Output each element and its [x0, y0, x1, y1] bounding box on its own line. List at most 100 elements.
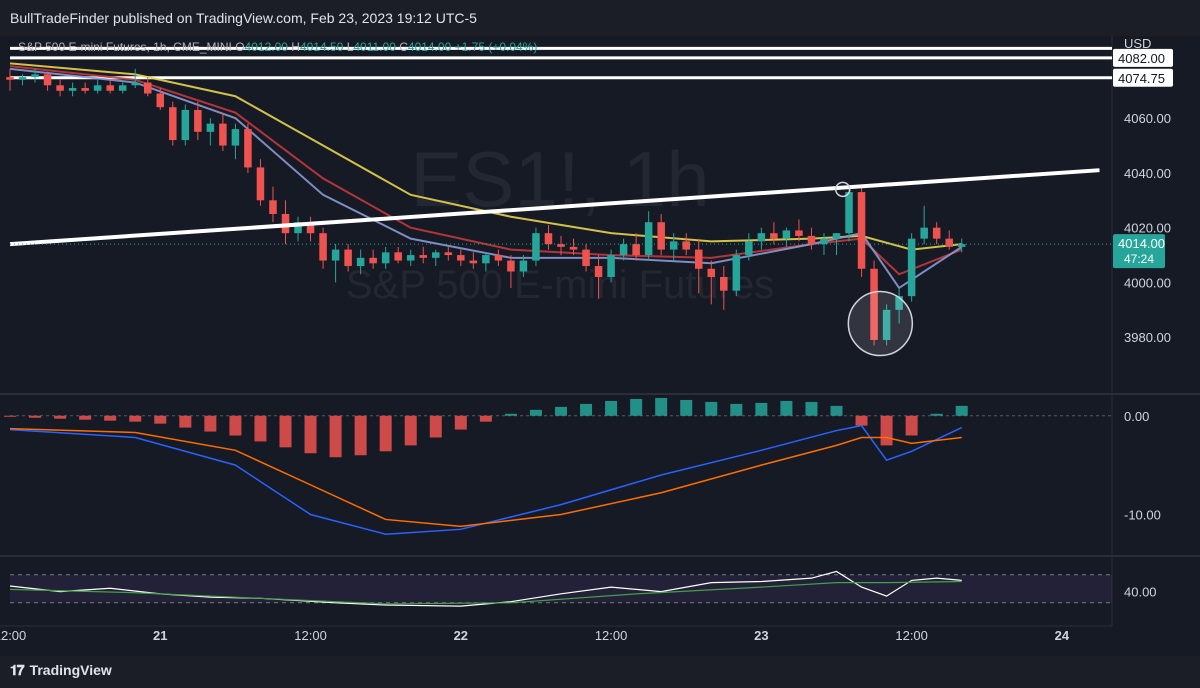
macd-histogram-bar	[229, 415, 242, 436]
candle-body	[169, 107, 177, 141]
macd-histogram-bar	[504, 413, 517, 416]
macd-histogram-bar	[830, 405, 843, 416]
watermark-ticker: ES1!, 1h	[410, 135, 709, 223]
macd-histogram-bar	[354, 415, 367, 456]
macd-histogram-bar	[404, 415, 417, 446]
candle-body	[870, 268, 878, 340]
candle-body	[832, 233, 841, 239]
candle-body	[482, 255, 490, 264]
tradingview-logo-icon: 𝟏𝟕	[10, 662, 25, 678]
candle-body	[394, 252, 402, 261]
legend-open-value: 4012.00	[244, 40, 288, 54]
candle-body	[845, 192, 853, 234]
candle-body	[544, 233, 553, 245]
tradingview-brand[interactable]: 𝟏𝟕 TradingView	[10, 662, 112, 679]
candle-body	[494, 255, 503, 261]
ohlc-legend: S&P 500 E-mini Futures, 1h, CME_MINI O40…	[18, 40, 537, 54]
candle-body	[782, 230, 791, 239]
candle-body	[569, 246, 578, 250]
candle-body	[369, 257, 377, 264]
macd-histogram-bar	[780, 400, 793, 416]
candle-body	[907, 238, 916, 297]
candle-body	[920, 227, 928, 239]
price-tick-label: 4000.00	[1124, 275, 1171, 290]
candle-body	[256, 167, 265, 201]
watermark-name: S&P 500 E-mini Futures	[346, 263, 774, 307]
time-tick-label: 12:00	[294, 628, 327, 643]
macd-histogram-bar	[429, 415, 442, 438]
macd-histogram-bar	[79, 415, 92, 420]
candle-body	[68, 88, 77, 91]
candle-body	[219, 123, 227, 146]
price-tick-label: 4020.00	[1124, 221, 1171, 236]
price-tick-label: 4060.00	[1124, 111, 1171, 126]
oscillator-tick-label: 40.00	[1124, 585, 1157, 600]
candle-body	[43, 74, 52, 86]
bar-countdown: 47:24	[1124, 252, 1154, 266]
macd-histogram-bar	[880, 415, 893, 446]
candle-body	[619, 244, 628, 256]
highlight-circle	[847, 290, 914, 357]
time-tick-label: 12:00	[895, 628, 928, 643]
candle-body	[594, 266, 603, 277]
candle-body	[607, 255, 615, 277]
price-chart-svg[interactable]: ES1!, 1h S&P 500 E-mini Futures 4060.00 404…	[0, 36, 1200, 656]
candle-body	[557, 244, 565, 247]
candle-body	[118, 85, 127, 91]
chart-background	[0, 36, 1200, 656]
time-tick-label: 22	[454, 628, 468, 643]
candle-body	[732, 255, 741, 291]
macd-histogram-bar	[730, 403, 743, 416]
candle-body	[644, 222, 653, 256]
macd-tick-label: 0.00	[1124, 409, 1149, 424]
candle-body	[957, 244, 966, 247]
candle-body	[669, 241, 678, 250]
candle-body	[632, 244, 640, 256]
macd-histogram-bar	[154, 415, 167, 424]
trendline	[9, 168, 1100, 247]
price-tick-label: 4040.00	[1124, 166, 1171, 181]
highlight-circle	[835, 181, 851, 198]
moving-average-line	[9, 62, 962, 251]
candle-body	[106, 85, 114, 91]
moving-average-line	[9, 67, 963, 290]
macd-histogram-bar	[805, 401, 818, 416]
macd-histogram-bar	[329, 415, 342, 458]
legend-symbol: S&P 500 E-mini Futures, 1h, CME_MINI	[18, 40, 232, 54]
legend-close-label: C	[399, 40, 408, 54]
candle-body	[81, 88, 89, 91]
price-label-text: 4082.00	[1118, 51, 1165, 66]
candle-body	[93, 85, 102, 91]
macd-histogram-bar	[204, 415, 217, 432]
candle-body	[757, 233, 766, 242]
candle-body	[532, 233, 540, 261]
price-label-box	[1113, 48, 1173, 67]
price-label-box	[1113, 68, 1173, 87]
legend-change: +1.75 (+0.04%)	[454, 40, 538, 54]
candle-body	[770, 233, 778, 239]
macd-histogram-bar	[905, 415, 918, 436]
macd-histogram-bar	[254, 415, 267, 442]
candle-body	[745, 241, 753, 256]
price-label-text: 4074.75	[1118, 71, 1165, 86]
macd-histogram-bar	[630, 398, 643, 416]
candle-body	[857, 192, 866, 269]
last-price-value: 4014.00	[1118, 236, 1165, 251]
macd-histogram-bar	[479, 415, 492, 422]
legend-close-value: 4014.00	[407, 40, 452, 54]
candle-body	[932, 227, 941, 239]
macd-histogram-bar	[955, 405, 968, 416]
candle-body	[319, 233, 327, 261]
candle-body	[882, 309, 891, 340]
legend-open-label: O	[235, 40, 245, 54]
candle-body	[795, 230, 803, 236]
legend-high-label: H	[291, 40, 300, 54]
time-tick-label: 24	[1055, 628, 1070, 643]
candle-body	[31, 74, 39, 78]
candle-body	[131, 82, 139, 86]
candle-body	[6, 77, 14, 80]
candle-body	[356, 257, 365, 267]
candle-body	[895, 296, 903, 310]
candle-body	[344, 249, 352, 267]
chart-area[interactable]: ES1!, 1h S&P 500 E-mini Futures 4060.00 404…	[0, 36, 1200, 656]
